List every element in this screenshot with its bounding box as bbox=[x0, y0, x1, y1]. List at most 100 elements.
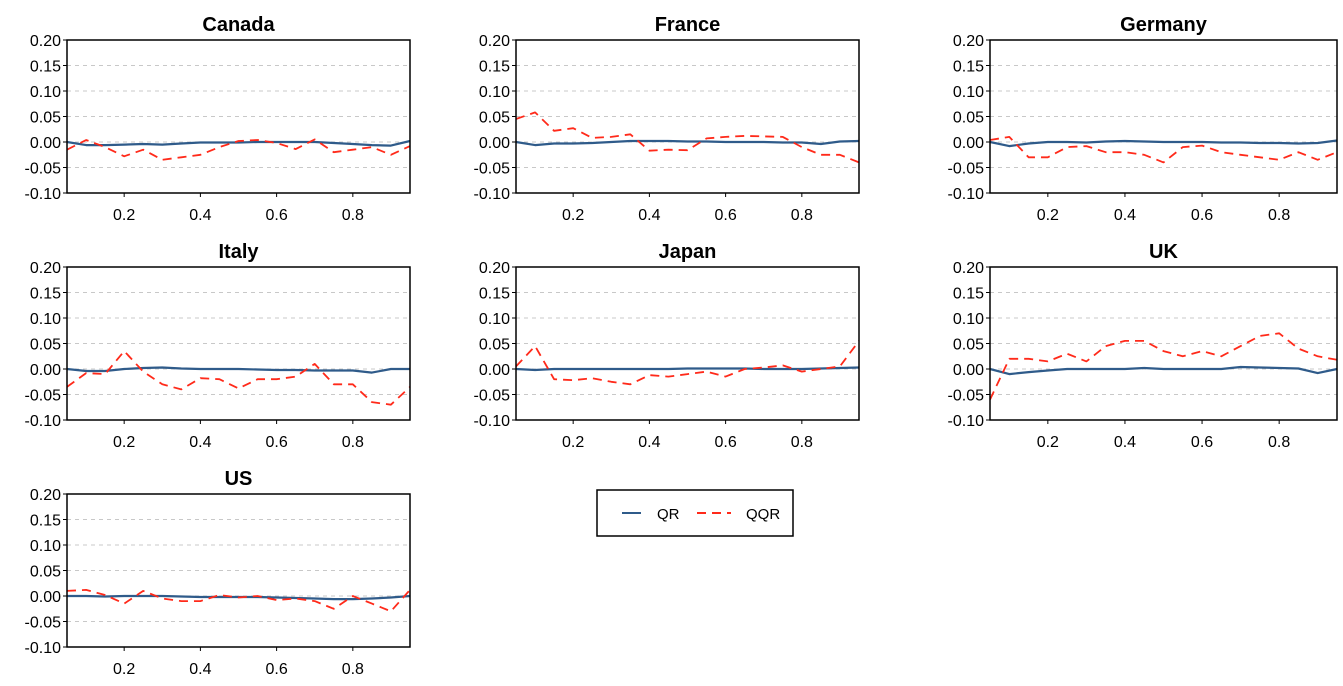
x-tick-label: 0.8 bbox=[791, 207, 813, 224]
y-tick-label: 0.10 bbox=[953, 84, 984, 101]
x-tick-label: 0.8 bbox=[1268, 207, 1290, 224]
plot-frame bbox=[989, 39, 1338, 194]
panel-germany: Germany 0.20 0.15 0.10 0.05 0.00 -0.05 -0.10 0.2… bbox=[948, 14, 1338, 224]
y-tick-label: 0.05 bbox=[30, 110, 61, 127]
y-tick-label: 0.20 bbox=[953, 260, 984, 277]
x-tick-label: 0.2 bbox=[1037, 434, 1059, 451]
y-tick-label: 0.10 bbox=[479, 311, 510, 328]
y-tick-label: 0.15 bbox=[953, 59, 984, 76]
series-qr-line bbox=[66, 366, 410, 374]
x-tick-label: 0.8 bbox=[342, 207, 364, 224]
y-tick-label: 0.15 bbox=[30, 513, 61, 530]
y-tick-label: 0.20 bbox=[30, 487, 61, 504]
panel-title: US bbox=[225, 468, 253, 490]
plot-frame bbox=[989, 266, 1338, 421]
panel-title: Italy bbox=[218, 241, 259, 263]
x-tick-label: 0.4 bbox=[189, 207, 211, 224]
series-qqr-line bbox=[515, 340, 860, 386]
y-tick-label: 0.05 bbox=[479, 110, 510, 127]
y-tick-label: -0.05 bbox=[474, 161, 511, 178]
y-tick-label: -0.05 bbox=[25, 615, 62, 632]
x-tick-label: 0.4 bbox=[189, 434, 211, 451]
panel-title: France bbox=[655, 14, 721, 36]
y-tick-label: -0.05 bbox=[474, 388, 511, 405]
x-tick-label: 0.6 bbox=[1191, 207, 1213, 224]
x-tick-label: 0.8 bbox=[342, 661, 364, 678]
y-tick-label: 0.05 bbox=[30, 564, 61, 581]
series-qqr-line bbox=[66, 350, 411, 406]
panel-japan: Japan 0.20 0.15 0.10 0.05 0.00 -0.05 -0.10 0.2 0.… bbox=[474, 241, 860, 451]
legend-qqr-label: QQR bbox=[746, 506, 780, 523]
y-tick-label: -0.10 bbox=[25, 640, 62, 657]
y-tick-label: 0.00 bbox=[479, 135, 510, 152]
legend-qr-label: QR bbox=[657, 506, 680, 523]
y-tick-label: 0.20 bbox=[30, 260, 61, 277]
x-tick-label: 0.6 bbox=[714, 434, 736, 451]
y-tick-label: -0.10 bbox=[474, 413, 511, 430]
y-tick-label: 0.10 bbox=[479, 84, 510, 101]
y-tick-label: 0.20 bbox=[479, 260, 510, 277]
y-tick-label: 0.10 bbox=[30, 538, 61, 555]
x-tick-label: 0.6 bbox=[265, 207, 287, 224]
x-tick-label: 0.4 bbox=[189, 661, 211, 678]
panel-title: Japan bbox=[659, 241, 717, 263]
series-qqr-line bbox=[66, 138, 411, 161]
x-tick-label: 0.6 bbox=[265, 434, 287, 451]
y-tick-label: 0.15 bbox=[30, 286, 61, 303]
plot-frame bbox=[515, 39, 860, 194]
x-tick-label: 0.2 bbox=[113, 207, 135, 224]
series-qr-line bbox=[66, 139, 411, 147]
panel-title: UK bbox=[1149, 241, 1178, 263]
y-tick-label: -0.05 bbox=[25, 161, 62, 178]
y-tick-label: 0.05 bbox=[30, 337, 61, 354]
series-qqr-line bbox=[989, 332, 1338, 400]
y-tick-label: 0.15 bbox=[479, 286, 510, 303]
series-qqr-line bbox=[515, 111, 860, 164]
x-tick-label: 0.8 bbox=[1268, 434, 1290, 451]
series-qr-line bbox=[515, 366, 860, 372]
y-tick-label: -0.05 bbox=[948, 388, 985, 405]
panel-canada: Canada 0.20 0.15 0.10 0.05 0.00 -0.05 -0.10 0.2 0… bbox=[25, 14, 411, 224]
x-tick-label: 0.4 bbox=[638, 207, 660, 224]
y-tick-label: -0.10 bbox=[474, 186, 511, 203]
series-qr-line bbox=[989, 365, 1338, 376]
panel-france: France 0.20 0.15 0.10 0.05 0.00 -0.05 -0.10 0.2 0… bbox=[474, 14, 860, 224]
series-qr-line bbox=[989, 139, 1338, 148]
legend: QR QQR bbox=[596, 489, 794, 537]
panel-italy: Italy 0.20 0.15 0.10 0.05 0.00 -0.05 -0.10 0.2 0.… bbox=[25, 241, 411, 451]
panel-uk: UK 0.20 0.15 0.10 0.05 0.00 -0.05 -0.10 0.2 0.4 0.… bbox=[948, 241, 1338, 451]
x-tick-label: 0.2 bbox=[562, 207, 584, 224]
y-tick-label: -0.05 bbox=[25, 388, 62, 405]
x-tick-label: 0.2 bbox=[113, 661, 135, 678]
y-tick-label: -0.10 bbox=[25, 186, 62, 203]
y-tick-label: 0.00 bbox=[953, 135, 984, 152]
y-tick-label: 0.15 bbox=[479, 59, 510, 76]
y-tick-label: -0.10 bbox=[25, 413, 62, 430]
x-tick-label: 0.6 bbox=[265, 661, 287, 678]
y-tick-label: 0.00 bbox=[30, 135, 61, 152]
y-tick-label: -0.05 bbox=[948, 161, 985, 178]
x-tick-label: 0.2 bbox=[1037, 207, 1059, 224]
panel-title: Canada bbox=[202, 14, 275, 36]
x-tick-label: 0.4 bbox=[1114, 434, 1136, 451]
plot-frame bbox=[66, 266, 411, 421]
y-tick-label: 0.00 bbox=[30, 589, 61, 606]
panel-title: Germany bbox=[1120, 14, 1208, 36]
x-tick-label: 0.4 bbox=[1114, 207, 1136, 224]
series-qr-line bbox=[515, 139, 860, 147]
plot-frame bbox=[515, 266, 860, 421]
plot-frame bbox=[66, 493, 411, 648]
y-tick-label: 0.05 bbox=[953, 337, 984, 354]
plot-frame bbox=[66, 39, 411, 194]
y-tick-label: 0.00 bbox=[953, 362, 984, 379]
y-tick-label: 0.15 bbox=[30, 59, 61, 76]
series-qqr-line bbox=[66, 589, 411, 613]
x-tick-label: 0.4 bbox=[638, 434, 660, 451]
y-tick-label: 0.10 bbox=[953, 311, 984, 328]
y-tick-label: 0.20 bbox=[30, 33, 61, 50]
y-tick-label: 0.00 bbox=[479, 362, 510, 379]
x-tick-label: 0.8 bbox=[791, 434, 813, 451]
y-tick-label: -0.10 bbox=[948, 186, 985, 203]
